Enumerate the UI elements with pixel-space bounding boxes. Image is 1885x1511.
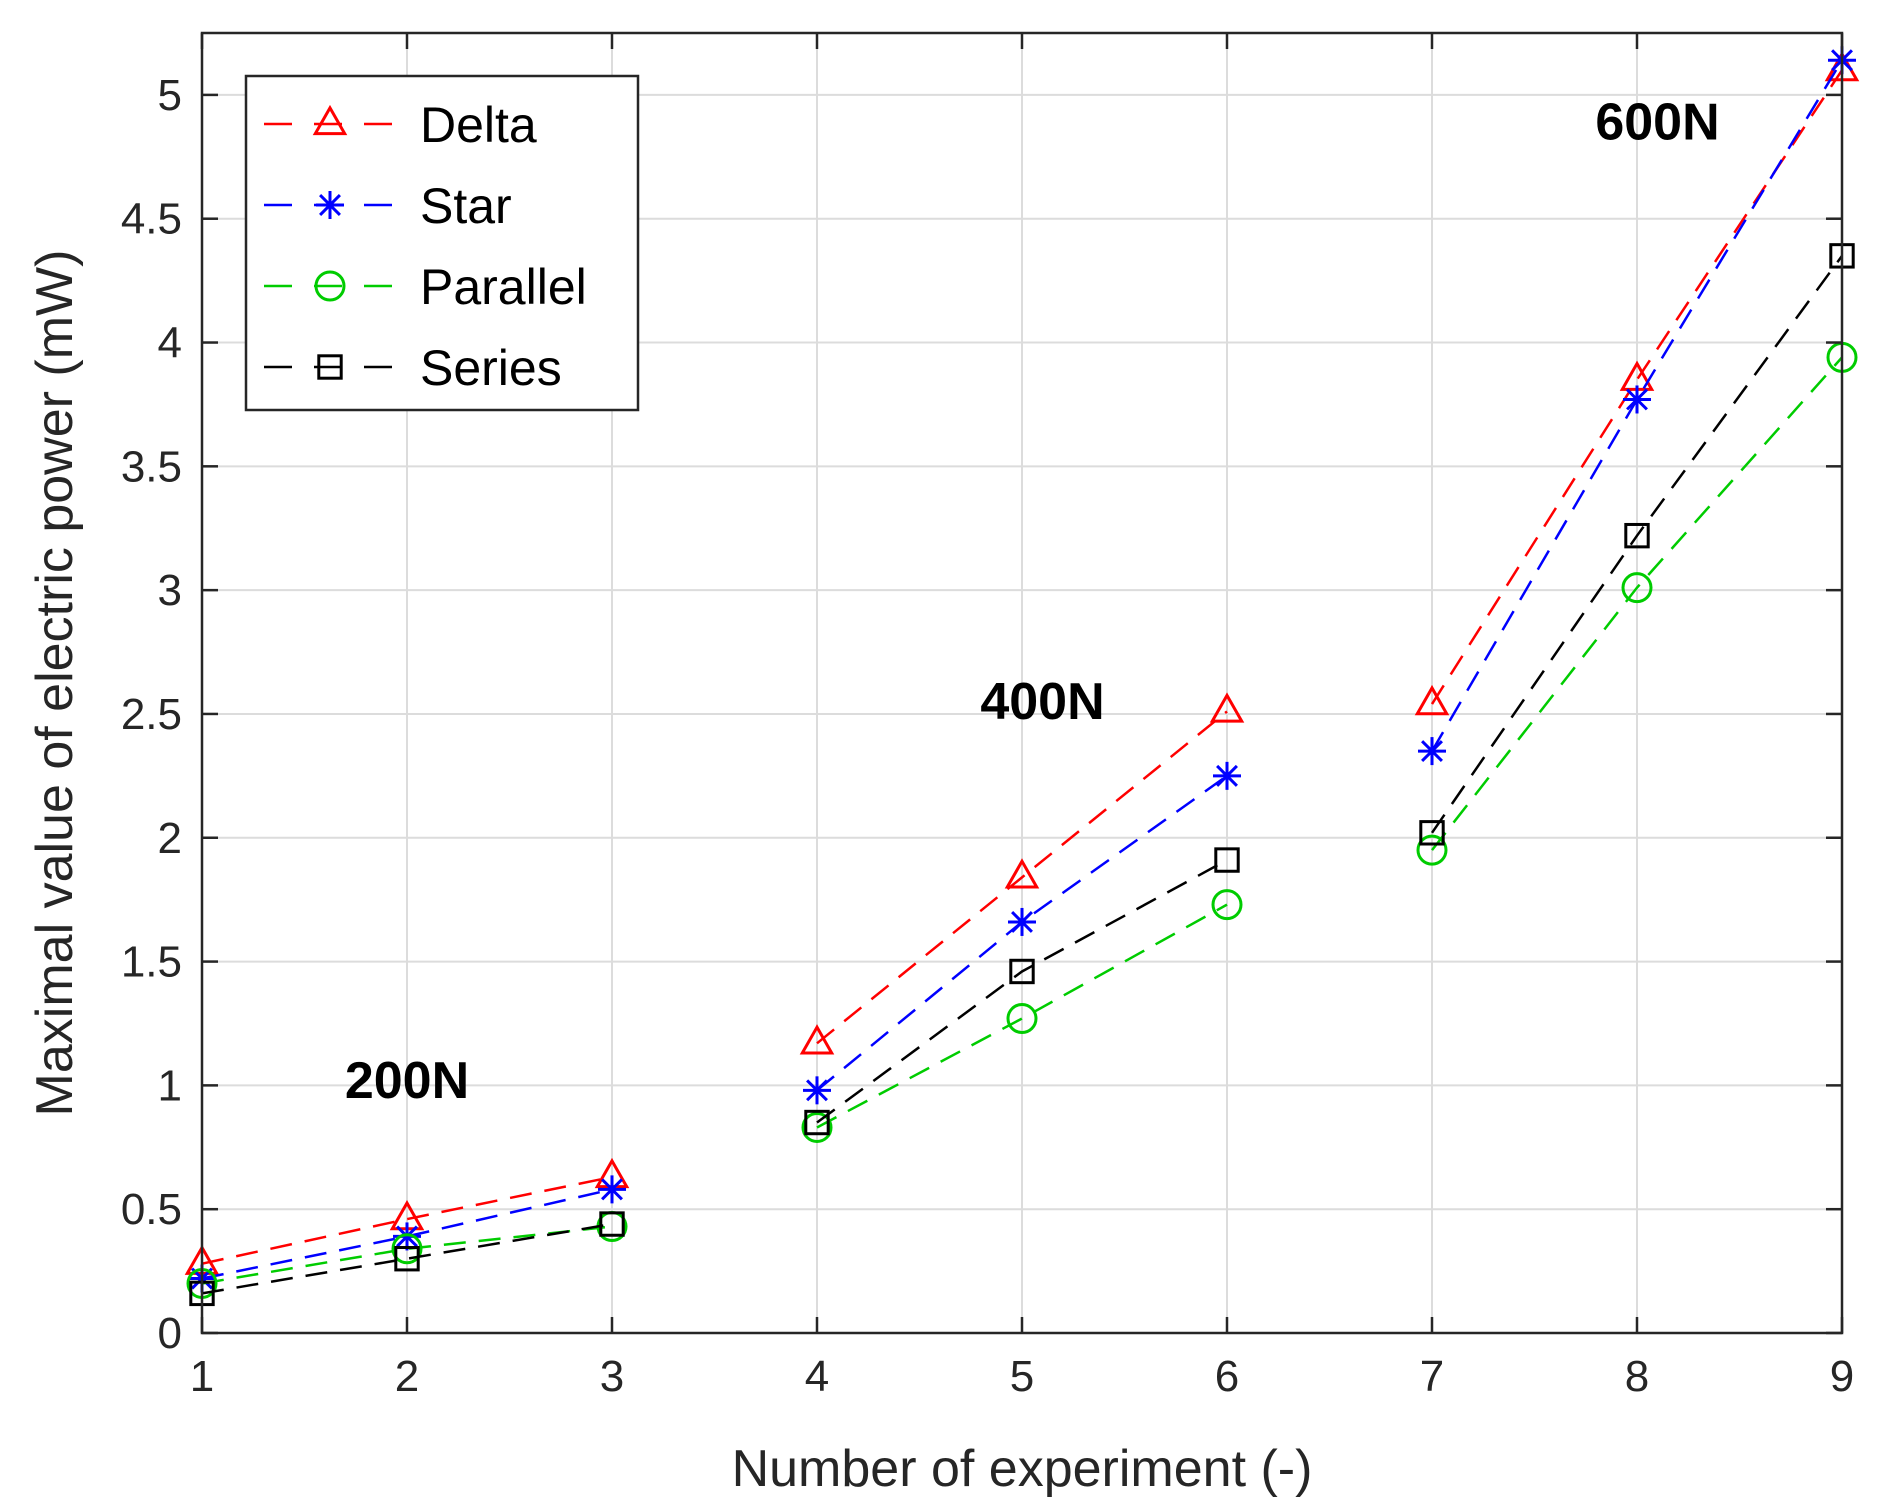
star-stroke	[1011, 910, 1033, 933]
series-line-segment	[1430, 59, 1844, 752]
triangle-marker	[799, 1024, 835, 1055]
y-tick-label: 1	[158, 1061, 182, 1110]
star-marker	[598, 1175, 626, 1204]
star-marker	[803, 1076, 831, 1105]
y-tick-label: 1.5	[121, 938, 182, 987]
group-annotation: 400N	[980, 673, 1104, 731]
triangle-marker	[1414, 684, 1450, 716]
y-tick-label: 2.5	[121, 690, 182, 739]
legend-entry: Series	[264, 340, 562, 396]
series-line-segment	[1430, 255, 1844, 834]
legend-entry: Delta	[264, 97, 537, 153]
legend-label: Delta	[420, 97, 537, 153]
star-stroke	[1626, 388, 1648, 411]
x-tick-label: 3	[600, 1352, 624, 1401]
star-marker	[1213, 761, 1241, 790]
circle-marker	[1211, 889, 1243, 921]
group-annotation: 200N	[345, 1052, 469, 1110]
square-marker	[804, 1109, 830, 1136]
circle-marker	[1416, 834, 1448, 866]
circle-marker	[1621, 572, 1653, 604]
square-marker	[1009, 958, 1035, 985]
x-tick-label: 1	[190, 1352, 214, 1401]
legend-box	[244, 74, 640, 412]
square-marker	[1214, 847, 1240, 873]
x-tick-label: 4	[805, 1352, 829, 1401]
x-axis-title: Number of experiment (-)	[732, 1440, 1313, 1498]
y-tick-label: 0.5	[121, 1185, 182, 1234]
triangle-marker	[1209, 692, 1245, 723]
square-marker	[317, 354, 343, 380]
star-marker	[1623, 385, 1651, 414]
y-tick-label: 2	[158, 814, 182, 863]
y-tick-label: 4	[158, 319, 182, 368]
x-tick-label: 2	[395, 1352, 419, 1401]
circle-marker	[314, 270, 346, 302]
x-tick-label: 7	[1420, 1352, 1444, 1401]
x-tick-label: 9	[1830, 1352, 1854, 1401]
y-tick-label: 0	[158, 1309, 182, 1358]
star-marker	[1008, 907, 1036, 936]
star-stroke	[1421, 740, 1443, 763]
y-tick-label: 5	[158, 71, 182, 120]
star-stroke	[396, 1225, 418, 1248]
triangle-marker	[312, 104, 348, 136]
square-marker	[1419, 820, 1445, 846]
group-annotation: 600N	[1595, 93, 1719, 151]
legend-entry: Star	[264, 178, 512, 234]
annotations: 200N 400N 600N	[345, 93, 1720, 1109]
series-line-segment	[816, 903, 1228, 1129]
y-axis-title: Maximal value of electric power (mW)	[26, 250, 84, 1117]
y-tick-label: 3.5	[121, 442, 182, 491]
star-marker	[1418, 737, 1446, 766]
triangle-marker	[1004, 858, 1040, 889]
series-series	[189, 243, 1855, 1307]
legend: Delta Star Parallel Series	[244, 74, 640, 412]
star-stroke	[601, 1178, 623, 1201]
series-line-segment	[1431, 356, 1843, 851]
series-line-segment	[816, 710, 1228, 1045]
y-tick-label: 3	[158, 566, 182, 615]
series-layer	[184, 46, 1860, 1307]
x-tick-label: 6	[1215, 1352, 1239, 1401]
x-tick-label: 5	[1010, 1352, 1034, 1401]
y-tick-label: 4.5	[121, 195, 182, 244]
square-marker	[599, 1211, 625, 1237]
square-marker	[1624, 522, 1650, 549]
series-line-segment	[816, 858, 1228, 1124]
star-stroke	[1216, 764, 1238, 787]
star-marker	[316, 191, 344, 219]
legend-label: Star	[420, 178, 512, 234]
legend-entry: Parallel	[264, 259, 587, 315]
legend-label: Series	[420, 340, 562, 396]
square-marker	[394, 1246, 420, 1272]
x-tick-label: 8	[1625, 1352, 1649, 1401]
star-stroke	[319, 194, 341, 216]
legend-label: Parallel	[420, 259, 587, 315]
circle-marker	[1006, 1003, 1038, 1035]
star-stroke	[806, 1079, 828, 1102]
axes: 1 2 3 4 5 6 7 8 9 0 0.5 1 1.5 2 2.5 3 3.5 4 4.5 5	[121, 31, 1854, 1401]
circle-marker	[391, 1233, 423, 1265]
star-marker	[393, 1222, 421, 1251]
circle-marker	[801, 1111, 833, 1143]
